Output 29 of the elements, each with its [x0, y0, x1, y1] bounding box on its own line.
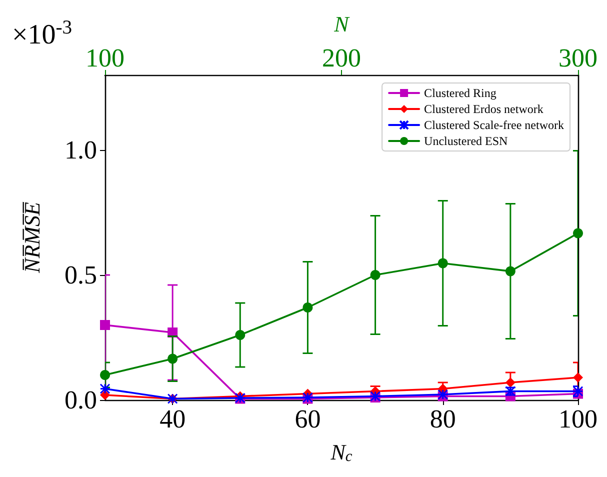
legend-label: Clustered Erdos network [424, 102, 544, 116]
y-tick-label: 0.0 [64, 386, 97, 414]
x2-tick-label: 100 [86, 44, 124, 72]
point [572, 386, 584, 396]
x-tick-label: 40 [160, 404, 186, 434]
legend-label: Unclustered ESN [424, 134, 508, 148]
x-tick-label: 60 [294, 404, 321, 434]
x2-tick-label: 300 [558, 44, 598, 72]
x2-axis-title: N [333, 12, 350, 36]
y-tick-label: 1.0 [64, 136, 97, 164]
x-tick-label: 80 [430, 404, 456, 434]
point [438, 258, 448, 268]
point [573, 372, 583, 382]
point [100, 384, 110, 394]
x2-tick-label: 200 [322, 44, 361, 72]
point [302, 302, 313, 312]
point [505, 266, 516, 276]
legend-label: Clustered Ring [424, 86, 496, 100]
point [100, 370, 110, 380]
legend-label: Clustered Scale-free network [424, 118, 564, 132]
y-axis-title: N̅R̅M̅S̅E̅ [20, 202, 44, 274]
x-axis-title: Nc [330, 439, 352, 465]
point [370, 270, 380, 280]
point [168, 354, 178, 364]
x-tick-label: 100 [558, 404, 598, 434]
point [573, 228, 583, 238]
point [100, 320, 110, 330]
y-tick-label: 0.5 [64, 260, 97, 290]
point [235, 330, 246, 340]
